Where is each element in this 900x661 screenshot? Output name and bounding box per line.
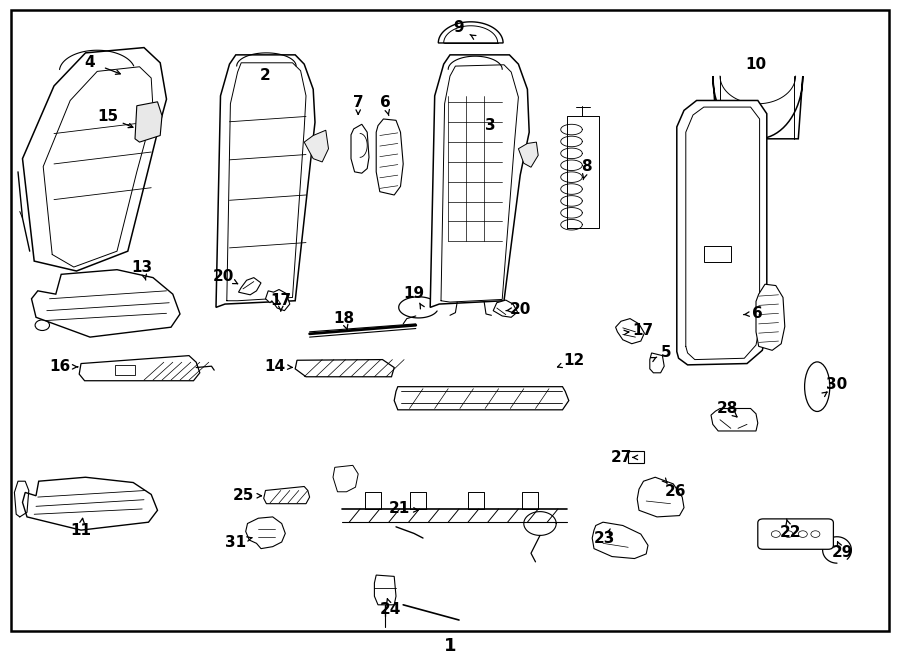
- Text: 20: 20: [509, 302, 531, 317]
- Polygon shape: [711, 408, 758, 431]
- Polygon shape: [677, 100, 767, 365]
- Polygon shape: [376, 119, 403, 195]
- Polygon shape: [756, 284, 785, 350]
- Polygon shape: [374, 575, 396, 605]
- Polygon shape: [22, 48, 166, 271]
- Text: 26: 26: [664, 485, 686, 499]
- Polygon shape: [246, 517, 285, 549]
- Polygon shape: [304, 130, 328, 162]
- Text: 15: 15: [97, 110, 119, 124]
- Polygon shape: [22, 477, 158, 530]
- Polygon shape: [295, 360, 394, 377]
- Text: 11: 11: [70, 523, 92, 537]
- Polygon shape: [713, 76, 803, 139]
- Text: 25: 25: [232, 488, 254, 503]
- Text: 27: 27: [610, 450, 632, 465]
- Text: 30: 30: [826, 377, 848, 392]
- Text: 31: 31: [225, 535, 247, 549]
- Bar: [628, 451, 644, 463]
- Polygon shape: [79, 356, 200, 381]
- Text: 17: 17: [270, 293, 292, 307]
- Polygon shape: [264, 486, 310, 504]
- Text: 22: 22: [779, 525, 801, 539]
- Text: 18: 18: [333, 311, 355, 326]
- Text: 1: 1: [444, 637, 456, 656]
- Text: 16: 16: [50, 360, 71, 374]
- Text: 29: 29: [832, 545, 853, 560]
- Text: 21: 21: [389, 502, 410, 516]
- Polygon shape: [518, 142, 538, 167]
- Text: 6: 6: [752, 306, 763, 321]
- Text: 23: 23: [594, 531, 616, 546]
- Text: 13: 13: [131, 260, 153, 274]
- Polygon shape: [637, 477, 684, 517]
- Polygon shape: [216, 55, 315, 307]
- Polygon shape: [438, 22, 503, 43]
- Text: 5: 5: [661, 345, 671, 360]
- Polygon shape: [650, 353, 664, 373]
- Polygon shape: [493, 300, 518, 317]
- Polygon shape: [135, 102, 162, 142]
- Text: 6: 6: [380, 95, 391, 110]
- Polygon shape: [266, 290, 290, 311]
- Polygon shape: [333, 465, 358, 492]
- Polygon shape: [592, 522, 648, 559]
- Text: 9: 9: [454, 20, 464, 35]
- Ellipse shape: [805, 362, 830, 411]
- Text: 17: 17: [632, 323, 653, 338]
- Polygon shape: [351, 124, 369, 173]
- Text: 20: 20: [212, 269, 234, 284]
- Polygon shape: [32, 270, 180, 337]
- Bar: [704, 246, 731, 262]
- Text: 19: 19: [403, 286, 425, 301]
- Polygon shape: [238, 278, 261, 295]
- Text: 4: 4: [85, 55, 95, 69]
- Text: 2: 2: [260, 68, 271, 83]
- Bar: [115, 365, 135, 375]
- Text: 12: 12: [563, 354, 585, 368]
- Text: 8: 8: [581, 159, 592, 174]
- Polygon shape: [430, 55, 529, 307]
- Text: 3: 3: [485, 118, 496, 133]
- Text: 10: 10: [745, 58, 767, 72]
- Text: 14: 14: [264, 359, 285, 373]
- Text: 24: 24: [380, 602, 401, 617]
- Polygon shape: [394, 387, 569, 410]
- Text: 28: 28: [716, 401, 738, 416]
- Polygon shape: [616, 319, 644, 344]
- Text: 7: 7: [353, 95, 364, 110]
- FancyBboxPatch shape: [758, 519, 833, 549]
